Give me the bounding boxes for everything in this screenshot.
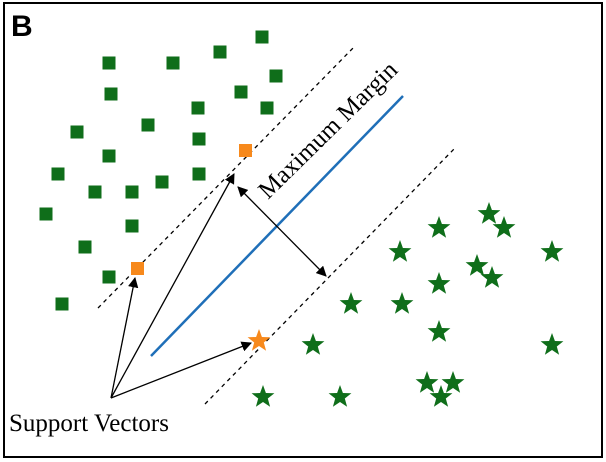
class-b-star-4 (388, 240, 412, 262)
support-vector-square-2 (239, 144, 252, 157)
class-a-square-11 (141, 118, 155, 132)
class-a-square-5 (269, 69, 283, 83)
svm-diagram: B Maximum Margin Support Vectors (3, 2, 603, 458)
class-a-square-2 (102, 56, 116, 70)
class-a-square-16 (192, 167, 206, 181)
class-b-star-1 (477, 202, 501, 224)
class-b-star-7 (427, 272, 451, 294)
class-b-star-12 (301, 333, 325, 355)
class-b-star-18 (429, 385, 453, 407)
class-b-star-15 (328, 385, 352, 407)
class-a-square-10 (70, 125, 84, 139)
class-b-star-11 (427, 320, 451, 342)
class-a-square-22 (102, 270, 116, 284)
class-a-square-9 (260, 101, 274, 115)
class-a-square-7 (234, 85, 248, 99)
class-b-star-17 (441, 371, 465, 393)
support-vector-arrow-2 (110, 173, 235, 399)
class-a-square-4 (213, 45, 227, 59)
class-b-star-8 (480, 266, 504, 288)
class-b-star-6 (465, 254, 489, 276)
class-a-square-6 (104, 87, 118, 101)
class-a-square-23 (55, 297, 69, 311)
class-b-star-10 (390, 292, 414, 314)
class-a-square-18 (125, 185, 139, 199)
class-b-star-3 (492, 216, 516, 238)
support-vector-square-1 (131, 262, 144, 275)
class-b-stars (251, 202, 564, 407)
class-a-square-8 (191, 101, 205, 115)
class-b-star-16 (415, 371, 439, 393)
class-a-square-14 (51, 167, 65, 181)
class-a-square-12 (192, 132, 206, 146)
panel-letter: B (11, 10, 33, 43)
lower-margin-line (204, 148, 455, 405)
class-a-square-20 (125, 219, 139, 233)
class-b-star-5 (540, 240, 564, 262)
class-b-star-14 (251, 385, 275, 407)
class-a-square-1 (255, 30, 269, 44)
class-a-square-3 (166, 56, 180, 70)
class-a-square-13 (102, 149, 116, 163)
support-vector-arrow-3 (110, 341, 252, 399)
class-a-square-15 (155, 175, 169, 189)
class-a-square-17 (88, 185, 102, 199)
diagram-canvas: B Maximum Margin Support Vectors (9, 10, 564, 437)
class-a-squares (39, 30, 283, 311)
class-b-star-9 (339, 292, 363, 314)
class-b-star-2 (427, 216, 451, 238)
class-a-square-19 (39, 207, 53, 221)
margin-arrow (237, 186, 327, 277)
support-vectors-label: Support Vectors (9, 410, 169, 437)
class-b-star-13 (540, 333, 564, 355)
upper-margin-line (97, 45, 356, 309)
support-vector-arrow-1 (110, 276, 139, 399)
class-a-square-21 (78, 240, 92, 254)
support-vector-star (247, 329, 271, 351)
